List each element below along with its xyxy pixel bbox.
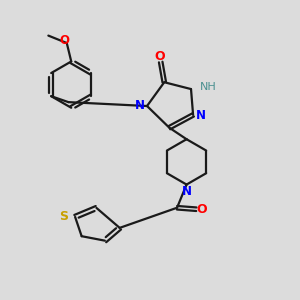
Text: N: N [182, 184, 192, 198]
Text: NH: NH [200, 82, 217, 92]
Text: O: O [196, 203, 207, 216]
Text: O: O [154, 50, 164, 63]
Text: O: O [59, 34, 69, 46]
Text: S: S [60, 210, 69, 224]
Text: N: N [196, 109, 206, 122]
Text: N: N [135, 99, 145, 112]
